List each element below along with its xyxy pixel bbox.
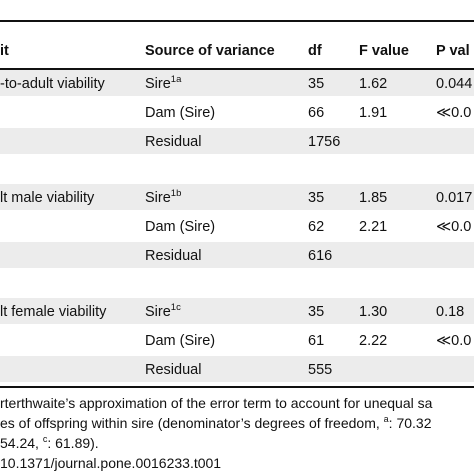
footnote-superscript-a: a	[383, 414, 389, 424]
trait-label: -to-adult viability	[0, 76, 105, 92]
source-cell: Sire1b	[145, 189, 181, 207]
f-value-cell: 1.85	[359, 190, 388, 206]
df-cell: 616	[308, 248, 333, 264]
f-value-cell: 1.30	[359, 304, 388, 320]
p-value-cell: 0.017	[436, 190, 473, 206]
header-f-value: F value	[359, 43, 409, 59]
row-shade	[0, 242, 474, 268]
footnote-text: es of offspring within sire (denominator…	[0, 415, 384, 431]
footnote-text: 54.24,	[0, 435, 43, 451]
table-top-rule	[0, 20, 474, 22]
p-value-cell: ≪0.0	[436, 105, 472, 121]
source-cell: Dam (Sire)	[145, 333, 216, 349]
row-shade	[0, 70, 474, 96]
source-cell: Residual	[145, 134, 202, 150]
f-value-cell: 2.21	[359, 219, 388, 235]
row-shade	[0, 298, 474, 324]
row-shade	[0, 128, 474, 154]
f-value-cell: 1.91	[359, 105, 388, 121]
df-cell: 555	[308, 362, 333, 378]
trait-label: lt male viability	[0, 190, 95, 206]
trait-label: lt female viability	[0, 304, 107, 320]
row-shade	[0, 356, 474, 382]
header-df: df	[308, 43, 322, 59]
source-text: Sire	[145, 190, 171, 206]
df-cell: 62	[308, 219, 325, 235]
source-superscript: 1b	[170, 188, 182, 199]
header-trait: it	[0, 43, 9, 59]
header-p-value: P val	[436, 43, 470, 59]
source-text: Sire	[145, 76, 171, 92]
source-superscript: 1a	[170, 74, 182, 85]
df-cell: 35	[308, 190, 325, 206]
source-text: Sire	[145, 304, 171, 320]
footnote-line-3: 54.24, c: 61.89).	[0, 434, 99, 452]
f-value-cell: 1.62	[359, 76, 388, 92]
p-value-cell: 0.044	[436, 76, 473, 92]
f-value-cell: 2.22	[359, 333, 388, 349]
df-cell: 66	[308, 105, 325, 121]
footnote-line-1: rterthwaite’s approximation of the error…	[0, 395, 433, 411]
header-bottom-rule	[0, 68, 474, 70]
source-cell: Dam (Sire)	[145, 219, 216, 235]
source-cell: Dam (Sire)	[145, 105, 216, 121]
source-cell: Residual	[145, 248, 202, 264]
footnote-line-2: es of offspring within sire (denominator…	[0, 414, 432, 432]
table-bottom-rule	[0, 386, 474, 388]
source-cell: Sire1a	[145, 75, 181, 93]
footnote-text: : 70.32	[388, 415, 432, 431]
row-shade	[0, 184, 474, 210]
source-cell: Residual	[145, 362, 202, 378]
header-source: Source of variance	[145, 43, 275, 59]
footnote-text: : 61.89).	[47, 435, 99, 451]
df-cell: 35	[308, 76, 325, 92]
doi-text: 10.1371/journal.pone.0016233.t001	[0, 455, 222, 471]
p-value-cell: 0.18	[436, 304, 465, 320]
p-value-cell: ≪0.0	[436, 333, 472, 349]
p-value-cell: ≪0.0	[436, 219, 472, 235]
footnote-superscript-c: c	[42, 434, 48, 444]
source-superscript: 1c	[170, 302, 181, 313]
df-cell: 35	[308, 304, 325, 320]
source-cell: Sire1c	[145, 303, 181, 321]
df-cell: 61	[308, 333, 325, 349]
top-band	[0, 0, 474, 20]
df-cell: 1756	[308, 134, 341, 150]
